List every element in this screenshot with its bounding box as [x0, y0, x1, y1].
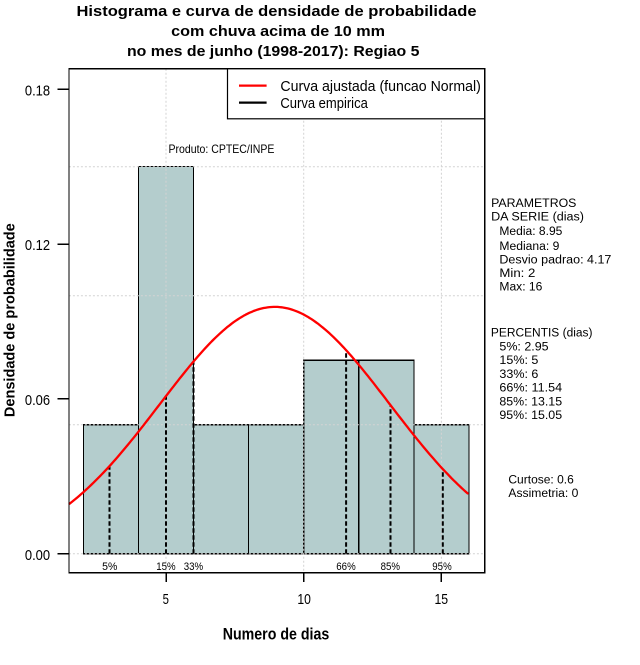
svg-text:66%: 11.54: 66%: 11.54: [499, 383, 562, 395]
svg-text:Numero de dias: Numero de dias: [223, 626, 330, 644]
svg-text:5%: 5%: [102, 561, 117, 573]
svg-text:10: 10: [297, 591, 311, 608]
svg-text:15%: 15%: [156, 561, 176, 573]
svg-text:95%: 95%: [432, 561, 452, 573]
svg-text:Media: 8.95: Media: 8.95: [499, 226, 562, 238]
svg-text:66%: 66%: [336, 561, 356, 573]
svg-text:com chuva acima de 10 mm: com chuva acima de 10 mm: [171, 23, 385, 40]
svg-text:15%: 5: 15%: 5: [499, 355, 538, 367]
svg-text:5%: 2.95: 5%: 2.95: [499, 341, 548, 353]
svg-text:85%: 85%: [381, 561, 401, 573]
svg-text:0.18: 0.18: [25, 82, 50, 99]
svg-text:Mediana: 9: Mediana: 9: [499, 241, 559, 253]
svg-text:Curtose: 0.6: Curtose: 0.6: [508, 475, 573, 487]
svg-text:PERCENTIS (dias): PERCENTIS (dias): [491, 328, 593, 340]
svg-text:Densidade de probabilidade: Densidade de probabilidade: [2, 223, 19, 417]
svg-text:Curva ajustada (funcao Normal): Curva ajustada (funcao Normal): [280, 79, 481, 95]
svg-text:no mes de junho (1998-2017): R: no mes de junho (1998-2017): Regiao 5: [127, 43, 419, 60]
svg-text:Histograma e curva de densidad: Histograma e curva de densidade de proba…: [77, 3, 477, 20]
svg-text:0.12: 0.12: [25, 237, 50, 254]
svg-text:DA SERIE (dias): DA SERIE (dias): [491, 212, 584, 224]
svg-text:15: 15: [435, 591, 449, 608]
svg-text:Assimetria: 0: Assimetria: 0: [508, 488, 578, 500]
svg-text:Curva empirica: Curva empirica: [280, 96, 368, 112]
svg-text:Produto: CPTEC/INPE: Produto: CPTEC/INPE: [169, 142, 275, 156]
svg-text:0.06: 0.06: [25, 392, 50, 409]
svg-text:Max: 16: Max: 16: [499, 282, 542, 294]
svg-text:0.00: 0.00: [25, 547, 50, 564]
svg-text:PARAMETROS: PARAMETROS: [491, 198, 577, 210]
svg-text:85%: 13.15: 85%: 13.15: [499, 396, 562, 408]
svg-text:33%: 6: 33%: 6: [499, 369, 538, 381]
svg-text:95%: 15.05: 95%: 15.05: [499, 410, 562, 422]
svg-text:33%: 33%: [184, 561, 204, 573]
svg-text:Desvio padrao: 4.17: Desvio padrao: 4.17: [499, 255, 611, 267]
svg-text:Min: 2: Min: 2: [499, 268, 535, 280]
svg-text:5: 5: [163, 591, 169, 608]
